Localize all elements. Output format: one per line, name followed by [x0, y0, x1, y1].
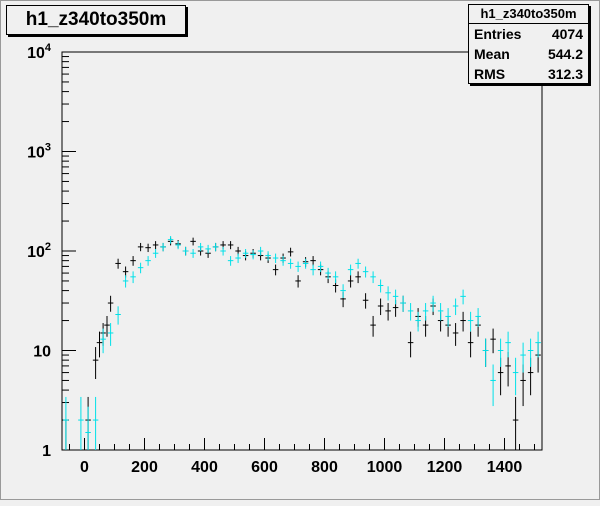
stats-label: Entries [474, 26, 522, 42]
x-tick-label: 1000 [367, 459, 403, 476]
stats-value: 312.3 [547, 66, 583, 82]
histogram-title: h1_z340to350m [6, 5, 186, 35]
y-tick-label: 102 [27, 241, 51, 261]
stats-box: h1_z340to350m Entries 4074 Mean 544.2 RM… [468, 4, 589, 84]
y-tick-label: 104 [27, 42, 52, 62]
stats-label: RMS [474, 66, 506, 82]
plot-frame [61, 51, 543, 451]
stats-value: 544.2 [547, 46, 583, 62]
x-tick-labels: 0 200 400 600 800 1000 1200 1400 [80, 459, 522, 476]
y-tick-label: 103 [27, 142, 51, 162]
y-tick-label: 10 [33, 344, 51, 361]
x-tick-label: 800 [311, 459, 338, 476]
x-tick-label: 0 [80, 459, 89, 476]
y-tick-label: 1 [42, 443, 51, 460]
y-tick-labels: 1 10 102 103 104 [27, 42, 52, 460]
series-cyan [63, 236, 541, 450]
x-tick-label: 600 [251, 459, 278, 476]
x-tick-label: 1200 [427, 459, 463, 476]
stats-row-rms: RMS 312.3 [469, 64, 588, 84]
stats-label: Mean [474, 46, 510, 62]
stats-value: 4074 [551, 26, 583, 42]
x-tick-label: 200 [131, 459, 158, 476]
x-tick-label: 400 [191, 459, 218, 476]
stats-row-mean: Mean 544.2 [469, 44, 588, 64]
stats-title: h1_z340to350m [469, 5, 588, 24]
series-layer [63, 236, 541, 451]
x-tick-label: 1400 [487, 459, 523, 476]
stats-row-entries: Entries 4074 [469, 24, 588, 44]
